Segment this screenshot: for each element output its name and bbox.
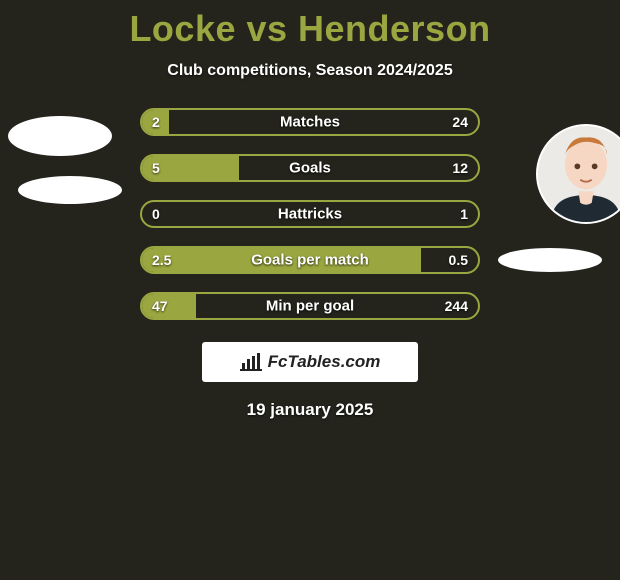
bar-right-value: 12 <box>452 160 468 176</box>
bar-label: Min per goal <box>266 298 354 315</box>
date-label: 19 january 2025 <box>0 400 620 420</box>
bar-chart-icon <box>240 353 262 371</box>
bar-label: Goals <box>289 160 331 177</box>
bar-label: Matches <box>280 114 340 131</box>
bar-row: 2 Matches 24 <box>140 108 480 136</box>
bar-row: 47 Min per goal 244 <box>140 292 480 320</box>
bar-right-value: 24 <box>452 114 468 130</box>
bar-right-value: 244 <box>445 298 468 314</box>
bar-row: 5 Goals 12 <box>140 154 480 182</box>
bar-right-value: 1 <box>460 206 468 222</box>
bar-row: 0 Hattricks 1 <box>140 200 480 228</box>
bar-left-value: 5 <box>152 160 160 176</box>
bar-label: Hattricks <box>278 206 342 223</box>
source-badge-text: FcTables.com <box>268 352 381 372</box>
bar-left-value: 0 <box>152 206 160 222</box>
bars-container: 2 Matches 24 5 Goals 12 0 Hattricks 1 2.5 Goals pe… <box>140 108 480 320</box>
subtitle: Club competitions, Season 2024/2025 <box>0 62 620 80</box>
source-badge: FcTables.com <box>202 342 418 382</box>
comparison-chart: 2 Matches 24 5 Goals 12 0 Hattricks 1 2.5 Goals pe… <box>0 108 620 420</box>
bar-row: 2.5 Goals per match 0.5 <box>140 246 480 274</box>
bar-left-value: 47 <box>152 298 168 314</box>
bar-left-value: 2 <box>152 114 160 130</box>
bar-right-value: 0.5 <box>449 252 468 268</box>
bar-label: Goals per match <box>251 252 369 269</box>
bar-left-value: 2.5 <box>152 252 171 268</box>
page-title: Locke vs Henderson <box>0 0 620 50</box>
bar-fill <box>142 294 196 318</box>
